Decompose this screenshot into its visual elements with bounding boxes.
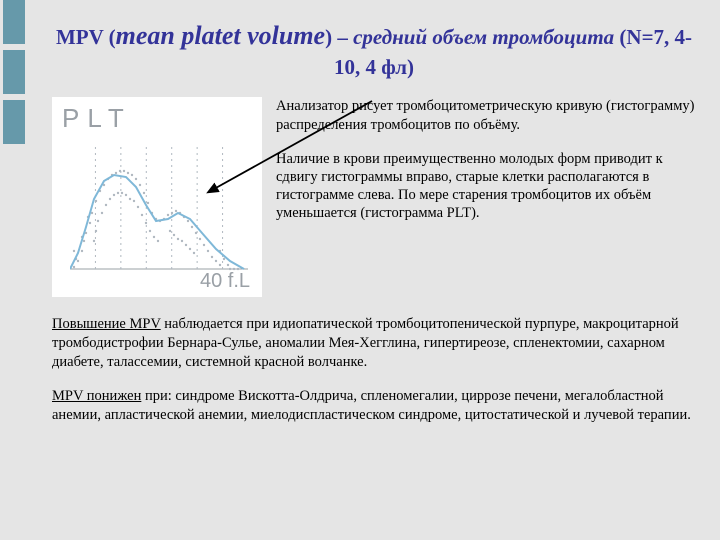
chart-svg bbox=[70, 141, 248, 271]
slide-content: MPV (mean platet volume) – средний объем… bbox=[34, 0, 714, 440]
slide-title: MPV (mean platet volume) – средний объем… bbox=[52, 18, 696, 81]
sidebar-decoration bbox=[0, 0, 28, 540]
chart-x-label: 40 f.L bbox=[200, 270, 250, 293]
sidebar-block bbox=[3, 0, 25, 44]
title-term: mean platet volume bbox=[116, 21, 325, 50]
paragraph-3: Повышение MPV наблюдается при идиопатиче… bbox=[52, 315, 696, 371]
title-part: MPV ( bbox=[56, 25, 116, 49]
plt-chart: PLT 40 f.L bbox=[52, 97, 262, 297]
p3-lead: Повышение MPV bbox=[52, 316, 161, 332]
paragraph-2: Наличие в крови преимущественно молодых … bbox=[276, 150, 696, 223]
sidebar-block bbox=[3, 50, 25, 94]
title-translation: средний объем тромбоцита bbox=[353, 25, 614, 49]
upper-row: PLT 40 f.L Анализатор рисует тромбоцитом… bbox=[52, 97, 696, 297]
right-text-column: Анализатор рисует тромбоцитометрическую … bbox=[276, 97, 696, 238]
chart-title: PLT bbox=[62, 103, 132, 134]
sidebar-block bbox=[3, 100, 25, 144]
paragraph-4: MPV понижен при: синдроме Вискотта-Олдри… bbox=[52, 387, 696, 424]
paragraph-1: Анализатор рисует тромбоцитометрическую … bbox=[276, 97, 696, 133]
p4-lead: MPV понижен bbox=[52, 388, 141, 404]
p4-rest: при: синдроме Вискотта-Олдрича, спленоме… bbox=[52, 388, 691, 423]
title-part: ) – bbox=[325, 25, 353, 49]
